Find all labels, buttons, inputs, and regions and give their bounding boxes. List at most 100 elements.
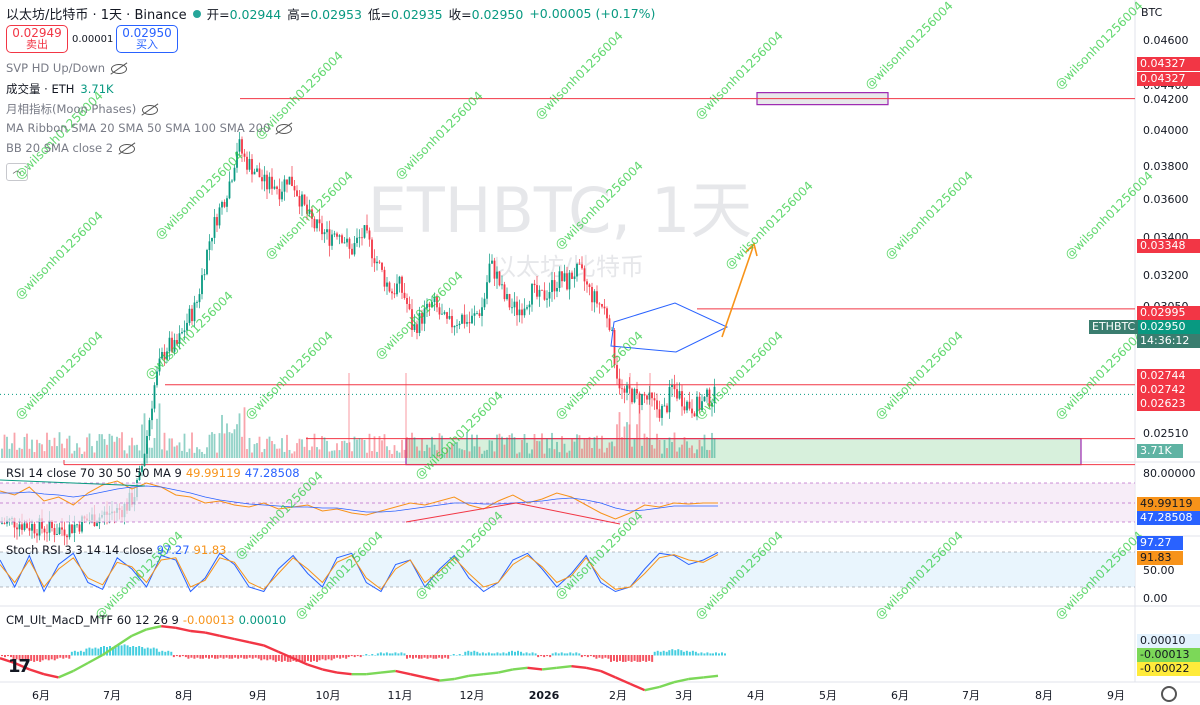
axis-currency[interactable]: BTC xyxy=(1141,6,1163,19)
volume-bar xyxy=(26,433,28,458)
time-tick-label: 5月 xyxy=(819,689,837,702)
volume-bar xyxy=(548,448,551,458)
candle-body xyxy=(696,396,698,417)
collapse-indicators-button[interactable]: ︿ xyxy=(6,163,28,181)
macd-hist-bar xyxy=(59,655,62,658)
macd-line xyxy=(380,669,396,674)
hidden-eye-icon[interactable] xyxy=(142,104,159,115)
macd-hist-bar xyxy=(659,651,662,656)
candle-body xyxy=(511,307,513,309)
volume-bar xyxy=(68,435,71,458)
candle-body xyxy=(73,524,76,533)
buy-button[interactable]: 0.02950 买入 xyxy=(116,25,178,53)
volume-bar xyxy=(516,453,518,458)
volume-bar xyxy=(296,443,298,458)
macd-hist-bar xyxy=(1,655,3,657)
volume-bar xyxy=(11,443,13,458)
macd-hist-bar xyxy=(607,655,610,659)
time-tick-label: 8月 xyxy=(1035,689,1053,702)
candle-body xyxy=(576,263,578,277)
macd-line xyxy=(527,666,543,671)
candle-body xyxy=(236,151,238,168)
candle-body xyxy=(166,351,168,360)
candle-body xyxy=(363,225,366,238)
macd-hist-bar xyxy=(289,655,292,662)
volume-bar xyxy=(601,435,603,458)
volume-bar xyxy=(646,436,648,458)
candle-body xyxy=(658,409,661,418)
macd-hist-bar xyxy=(455,655,458,656)
volume-bar xyxy=(626,422,628,458)
signature-watermark: @wilsonh01256004 xyxy=(862,0,956,92)
macd-hist-bar xyxy=(534,653,537,656)
macd-hist-bar xyxy=(563,653,566,656)
macd-line xyxy=(175,626,191,633)
volume-bar xyxy=(231,433,233,458)
indicator-moon-phases[interactable]: 月相指标(Moon Phases) xyxy=(6,101,159,117)
volume-bar xyxy=(178,442,181,458)
indicator-bb[interactable]: BB 20 SMA close 2 xyxy=(6,141,136,155)
candle-body xyxy=(436,296,438,308)
volume-bar xyxy=(688,447,691,458)
target-arrow-head xyxy=(745,242,758,257)
volume-bar xyxy=(243,407,246,458)
macd-hist-bar xyxy=(423,655,426,658)
volume-bar xyxy=(41,444,43,458)
macd-hist-bar xyxy=(589,655,592,657)
candle-body xyxy=(416,324,418,333)
macd-hist-bar xyxy=(385,652,388,656)
indicator-volume[interactable]: 成交量 · ETH 3.71K xyxy=(6,82,114,96)
price-tick-label: 0.03800 xyxy=(1143,160,1189,173)
volume-bar xyxy=(351,451,353,458)
candle-body xyxy=(543,290,546,300)
rsi-title[interactable]: RSI 14 close 70 30 50 50 MA 9 49.99119 47.… xyxy=(6,466,300,480)
candle-body xyxy=(623,388,626,393)
candle-body xyxy=(558,271,561,288)
candle-body xyxy=(568,272,571,290)
volume-bar xyxy=(33,452,36,458)
macd-hist-bar xyxy=(245,655,248,659)
macd-hist-bar xyxy=(668,650,671,656)
macd-hist-bar xyxy=(211,655,213,658)
hidden-eye-icon[interactable] xyxy=(119,143,136,154)
macd-hist-bar xyxy=(461,655,464,656)
macd-hist-bar xyxy=(415,655,417,658)
macd-line xyxy=(453,674,470,681)
indicator-svp[interactable]: SVP HD Up/Down xyxy=(6,61,128,75)
sell-button[interactable]: 0.02949 卖出 xyxy=(6,25,68,53)
macd-hist-bar xyxy=(379,652,382,656)
volume-bar xyxy=(651,444,653,458)
volume-bar xyxy=(321,436,323,458)
macd-title[interactable]: CM_Ult_MacD_MTF 60 12 26 9 -0.00013 0.0001… xyxy=(6,613,287,627)
macd-hist-bar xyxy=(688,651,691,656)
volume-bar xyxy=(23,436,26,458)
macd-hist-bar xyxy=(525,652,528,656)
stoch-rsi-title[interactable]: Stoch RSI 3 3 14 14 close 97.27 91.83 xyxy=(6,543,227,557)
candle-body xyxy=(653,398,656,401)
volume-bar xyxy=(536,440,538,458)
volume-bar xyxy=(413,437,416,458)
symbol-title[interactable]: 以太坊/比特币 · 1天 · Binance xyxy=(6,8,187,23)
volume-bar xyxy=(248,437,251,458)
volume-bar xyxy=(281,438,283,458)
hidden-eye-icon[interactable] xyxy=(276,123,293,134)
candle-body xyxy=(333,233,336,235)
indicator-ma-ribbon[interactable]: MA Ribbon SMA 20 SMA 50 SMA 100 SMA 200 xyxy=(6,121,293,135)
gear-icon[interactable] xyxy=(1161,686,1177,702)
volume-bar xyxy=(696,449,698,458)
macd-signal-label: -0.00013 xyxy=(1137,648,1200,662)
macd-hist-bar xyxy=(356,655,359,657)
volume-bar xyxy=(446,447,448,458)
hidden-eye-icon[interactable] xyxy=(111,63,128,74)
macd-hist-bar xyxy=(50,655,53,660)
candle-body xyxy=(388,282,391,292)
macd-line xyxy=(703,674,719,679)
candle-body xyxy=(318,219,321,224)
macd-line xyxy=(58,669,74,679)
macd-line xyxy=(395,669,411,676)
macd-hist-bar xyxy=(181,655,184,657)
macd-hist-bar xyxy=(610,655,612,662)
macd-hist-bar xyxy=(167,650,170,656)
volume-bar xyxy=(403,449,406,458)
